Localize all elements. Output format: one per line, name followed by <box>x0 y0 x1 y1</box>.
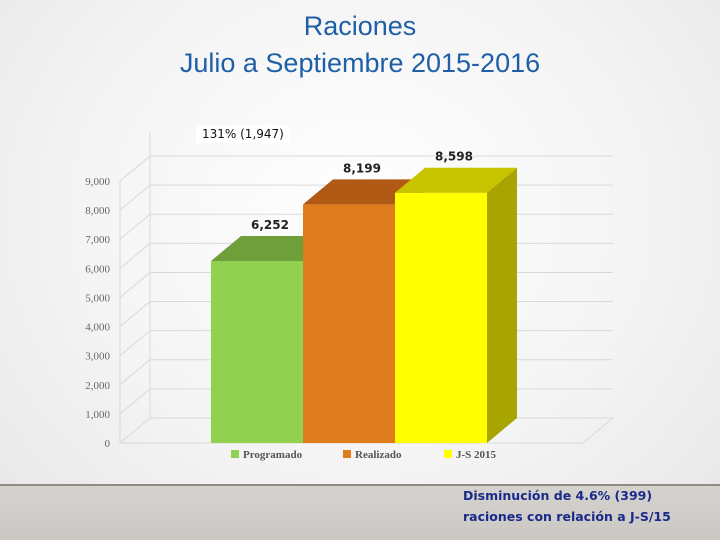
data-label: 6,252 <box>251 218 289 232</box>
legend-label: Programado <box>243 449 303 461</box>
grid-line-side <box>119 242 151 269</box>
grid-line-side <box>119 301 151 327</box>
bar-top-1 <box>303 179 425 205</box>
y-tick-label: 2,000 <box>85 380 110 392</box>
y-tick-label: 3,000 <box>85 351 110 363</box>
y-tick-label: 6,000 <box>85 263 110 275</box>
y-tick-label: 8,000 <box>85 205 110 217</box>
bar-top-0 <box>211 235 333 261</box>
y-tick-label: 7,000 <box>85 234 110 246</box>
y-tick-label: 5,000 <box>85 292 110 304</box>
legend-label: J-S 2015 <box>456 449 497 461</box>
y-tick-label: 4,000 <box>85 322 110 334</box>
slide-subtitle: Julio a Septiembre 2015-2016 <box>179 48 541 78</box>
bar-top-2 <box>395 167 517 193</box>
summary-note-line-2: raciones con relación a J-S/15 <box>463 509 671 524</box>
bar-side-2 <box>487 167 517 443</box>
data-label: 8,199 <box>343 161 381 175</box>
footer-band <box>0 484 720 540</box>
grid-line-side <box>119 272 151 298</box>
legend-swatch <box>231 450 239 458</box>
bar-1 <box>303 204 395 443</box>
y-tick-label: 0 <box>105 438 111 450</box>
grid-line-side <box>119 359 151 386</box>
summary-note: Disminución de 4.6% (399) raciones con r… <box>463 485 713 527</box>
bar-0 <box>211 260 303 443</box>
floor-right-edge <box>582 417 614 444</box>
legend-swatch <box>343 450 351 458</box>
grid-line-side <box>119 155 151 182</box>
grid-line-side <box>119 213 151 240</box>
grid-line-side <box>119 330 151 357</box>
legend-label: Realizado <box>355 449 402 461</box>
y-tick-label: 9,000 <box>85 176 110 188</box>
grid-line-side <box>119 184 151 211</box>
grid-line-side <box>119 417 151 444</box>
data-label: 8,598 <box>435 150 473 164</box>
y-tick-label: 1,000 <box>85 409 110 421</box>
footer-divider <box>0 484 720 486</box>
grid-line-side <box>119 388 151 415</box>
percentage-annotation: 131% (1,947) <box>196 125 290 143</box>
legend-swatch <box>444 450 452 458</box>
bar-2 <box>395 192 487 443</box>
summary-note-line-1: Disminución de 4.6% (399) <box>463 488 653 503</box>
slide-title: Raciones <box>303 11 417 41</box>
